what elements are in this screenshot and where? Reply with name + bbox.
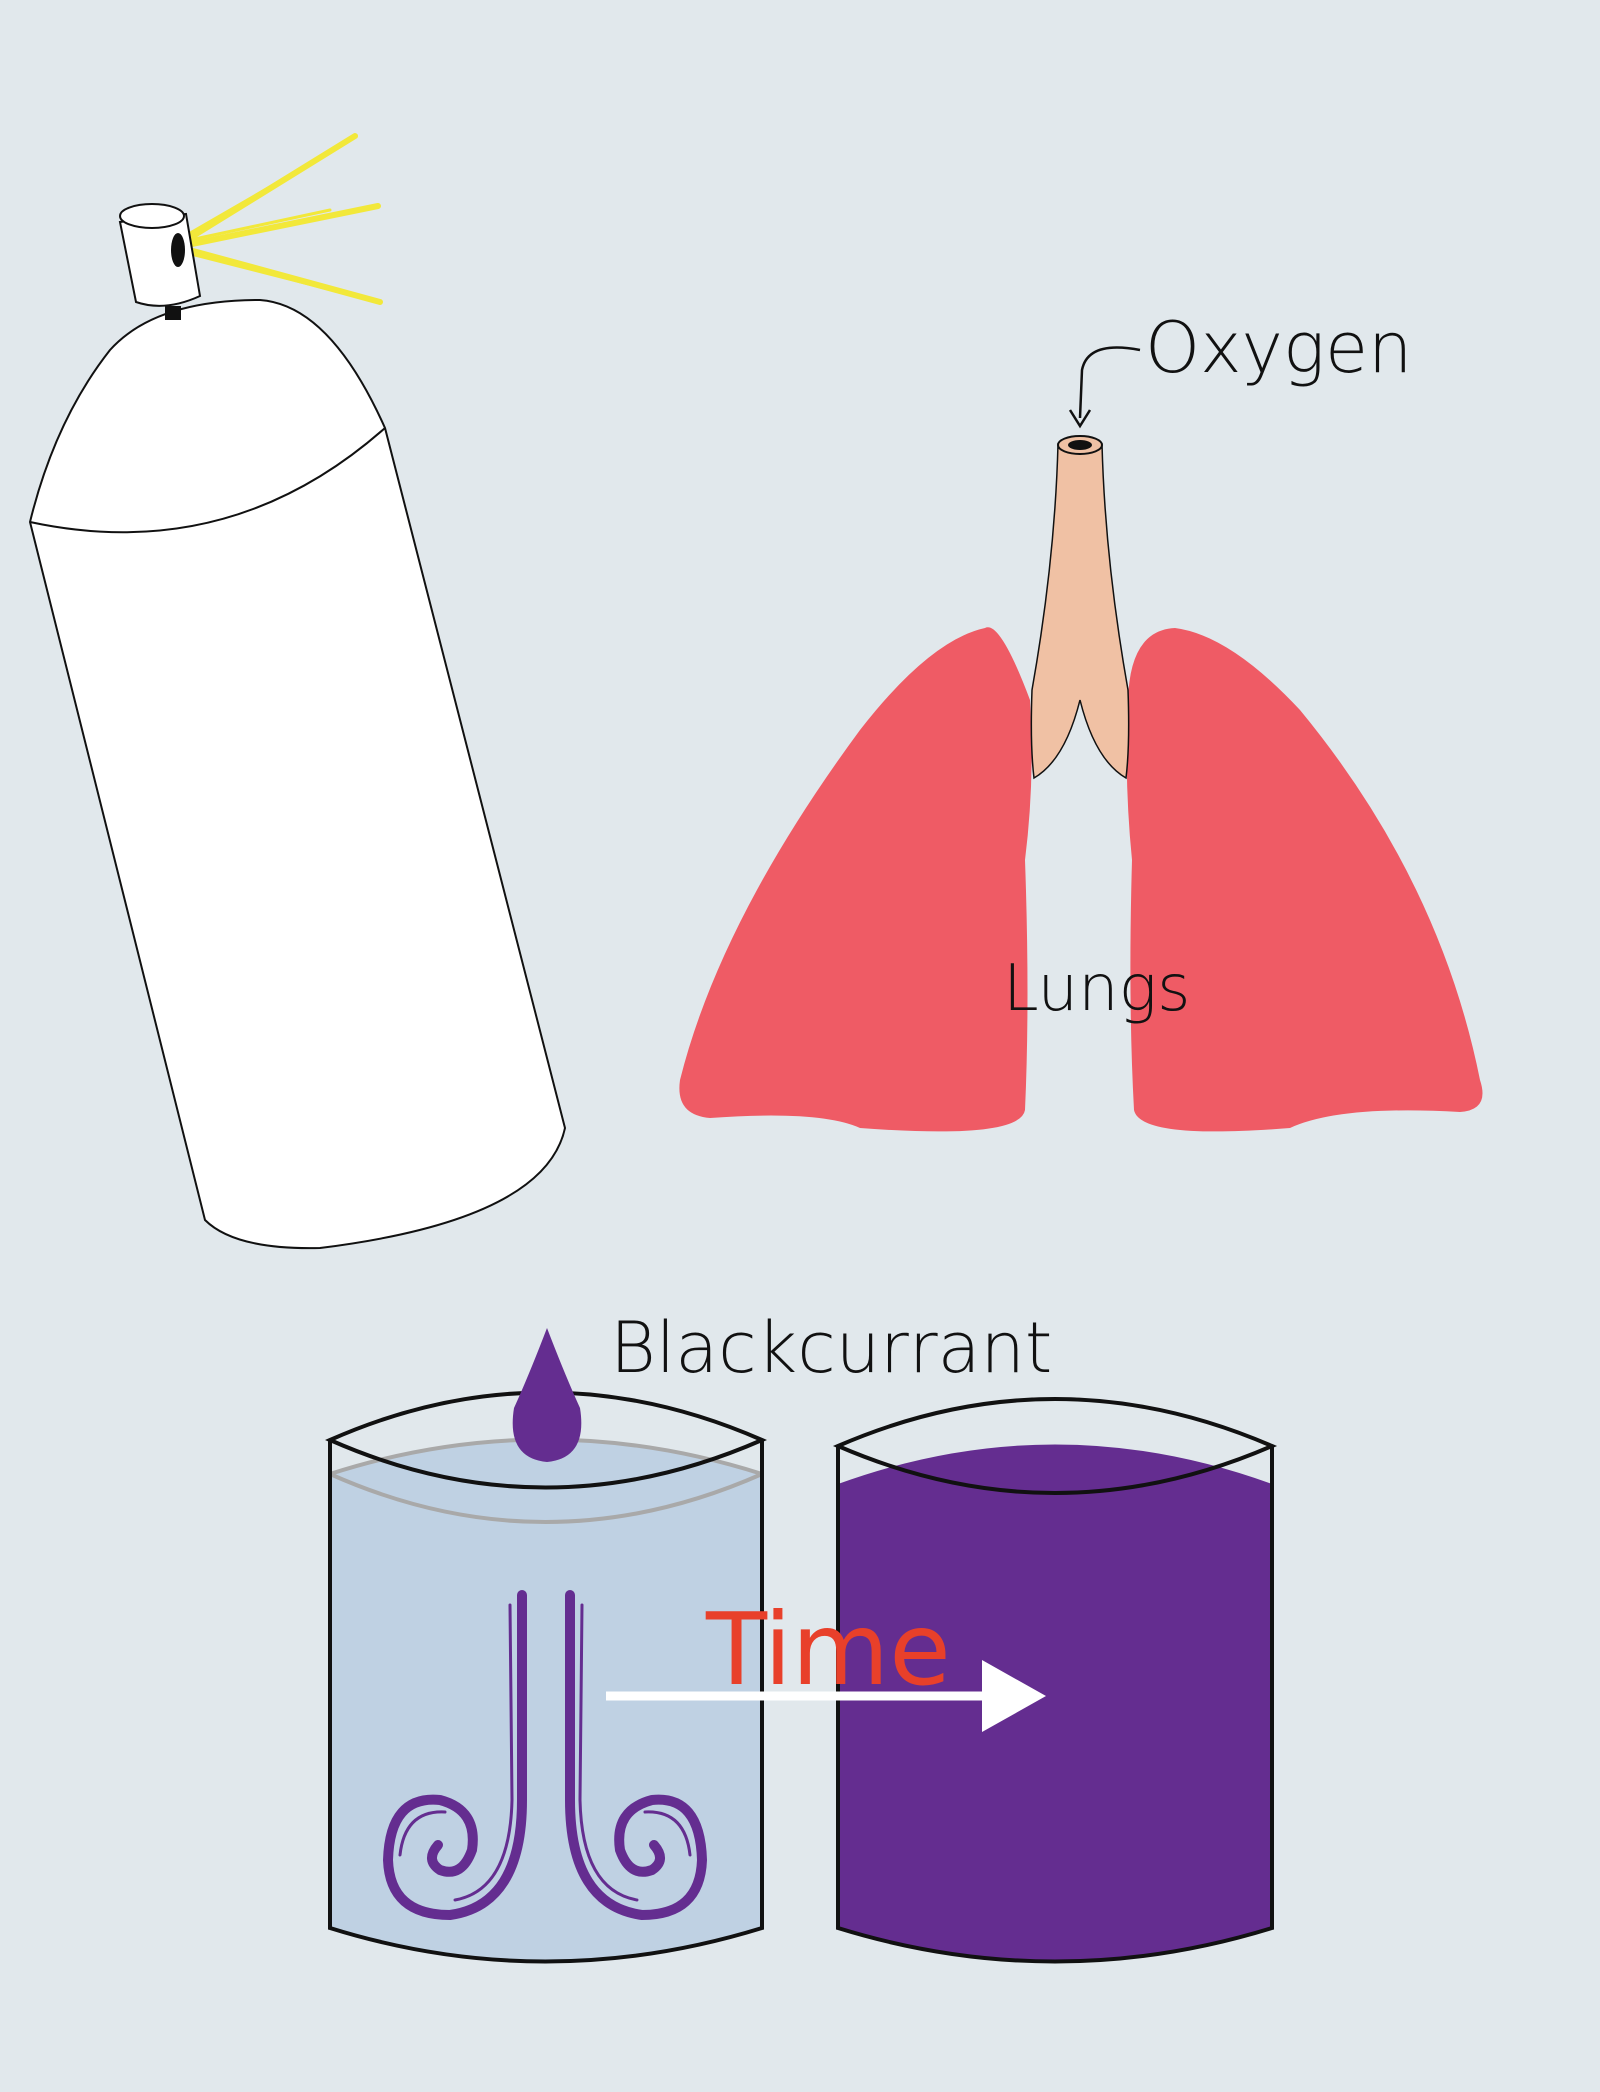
oxygen-arrow — [1078, 346, 1141, 419]
left-lung — [679, 627, 1032, 1132]
beaker-rim-left — [325, 1390, 767, 1490]
can-valve — [165, 306, 181, 320]
mixed-liquid — [838, 1444, 1272, 1962]
water — [330, 1439, 762, 1962]
time-label: Time — [705, 1591, 951, 1708]
time-arrowhead-icon — [982, 1660, 1046, 1732]
blackcurrant-label: Blackcurrant — [610, 1307, 1052, 1389]
nozzle-opening-icon — [171, 233, 185, 267]
spray-can — [28, 133, 567, 1250]
beaker-before: Blackcurrant — [325, 1307, 1052, 1964]
blackcurrant-drop-icon — [512, 1328, 582, 1462]
can-body — [28, 298, 567, 1250]
lungs-illustration: Oxygen Lungs — [679, 307, 1483, 1132]
trachea-hole-icon — [1068, 440, 1092, 450]
beaker-after — [832, 1397, 1278, 1964]
oxygen-arrowhead-icon — [1068, 409, 1092, 429]
right-lung — [1126, 628, 1483, 1132]
lungs-label: Lungs — [1003, 952, 1190, 1026]
water-surface-front — [329, 1472, 763, 1524]
can-nozzle-top — [119, 203, 185, 229]
beaker-glass-left — [328, 1440, 764, 1964]
beaker-rim-right — [832, 1397, 1278, 1495]
oxygen-label: Oxygen — [1145, 307, 1412, 389]
spray-mist — [177, 133, 383, 305]
trachea — [1030, 443, 1130, 780]
blackcurrant-swirls — [382, 1590, 708, 1921]
beaker-glass-right — [836, 1446, 1274, 1964]
can-shoulder-line — [29, 427, 386, 534]
time-arrow: Time — [606, 1591, 1046, 1732]
